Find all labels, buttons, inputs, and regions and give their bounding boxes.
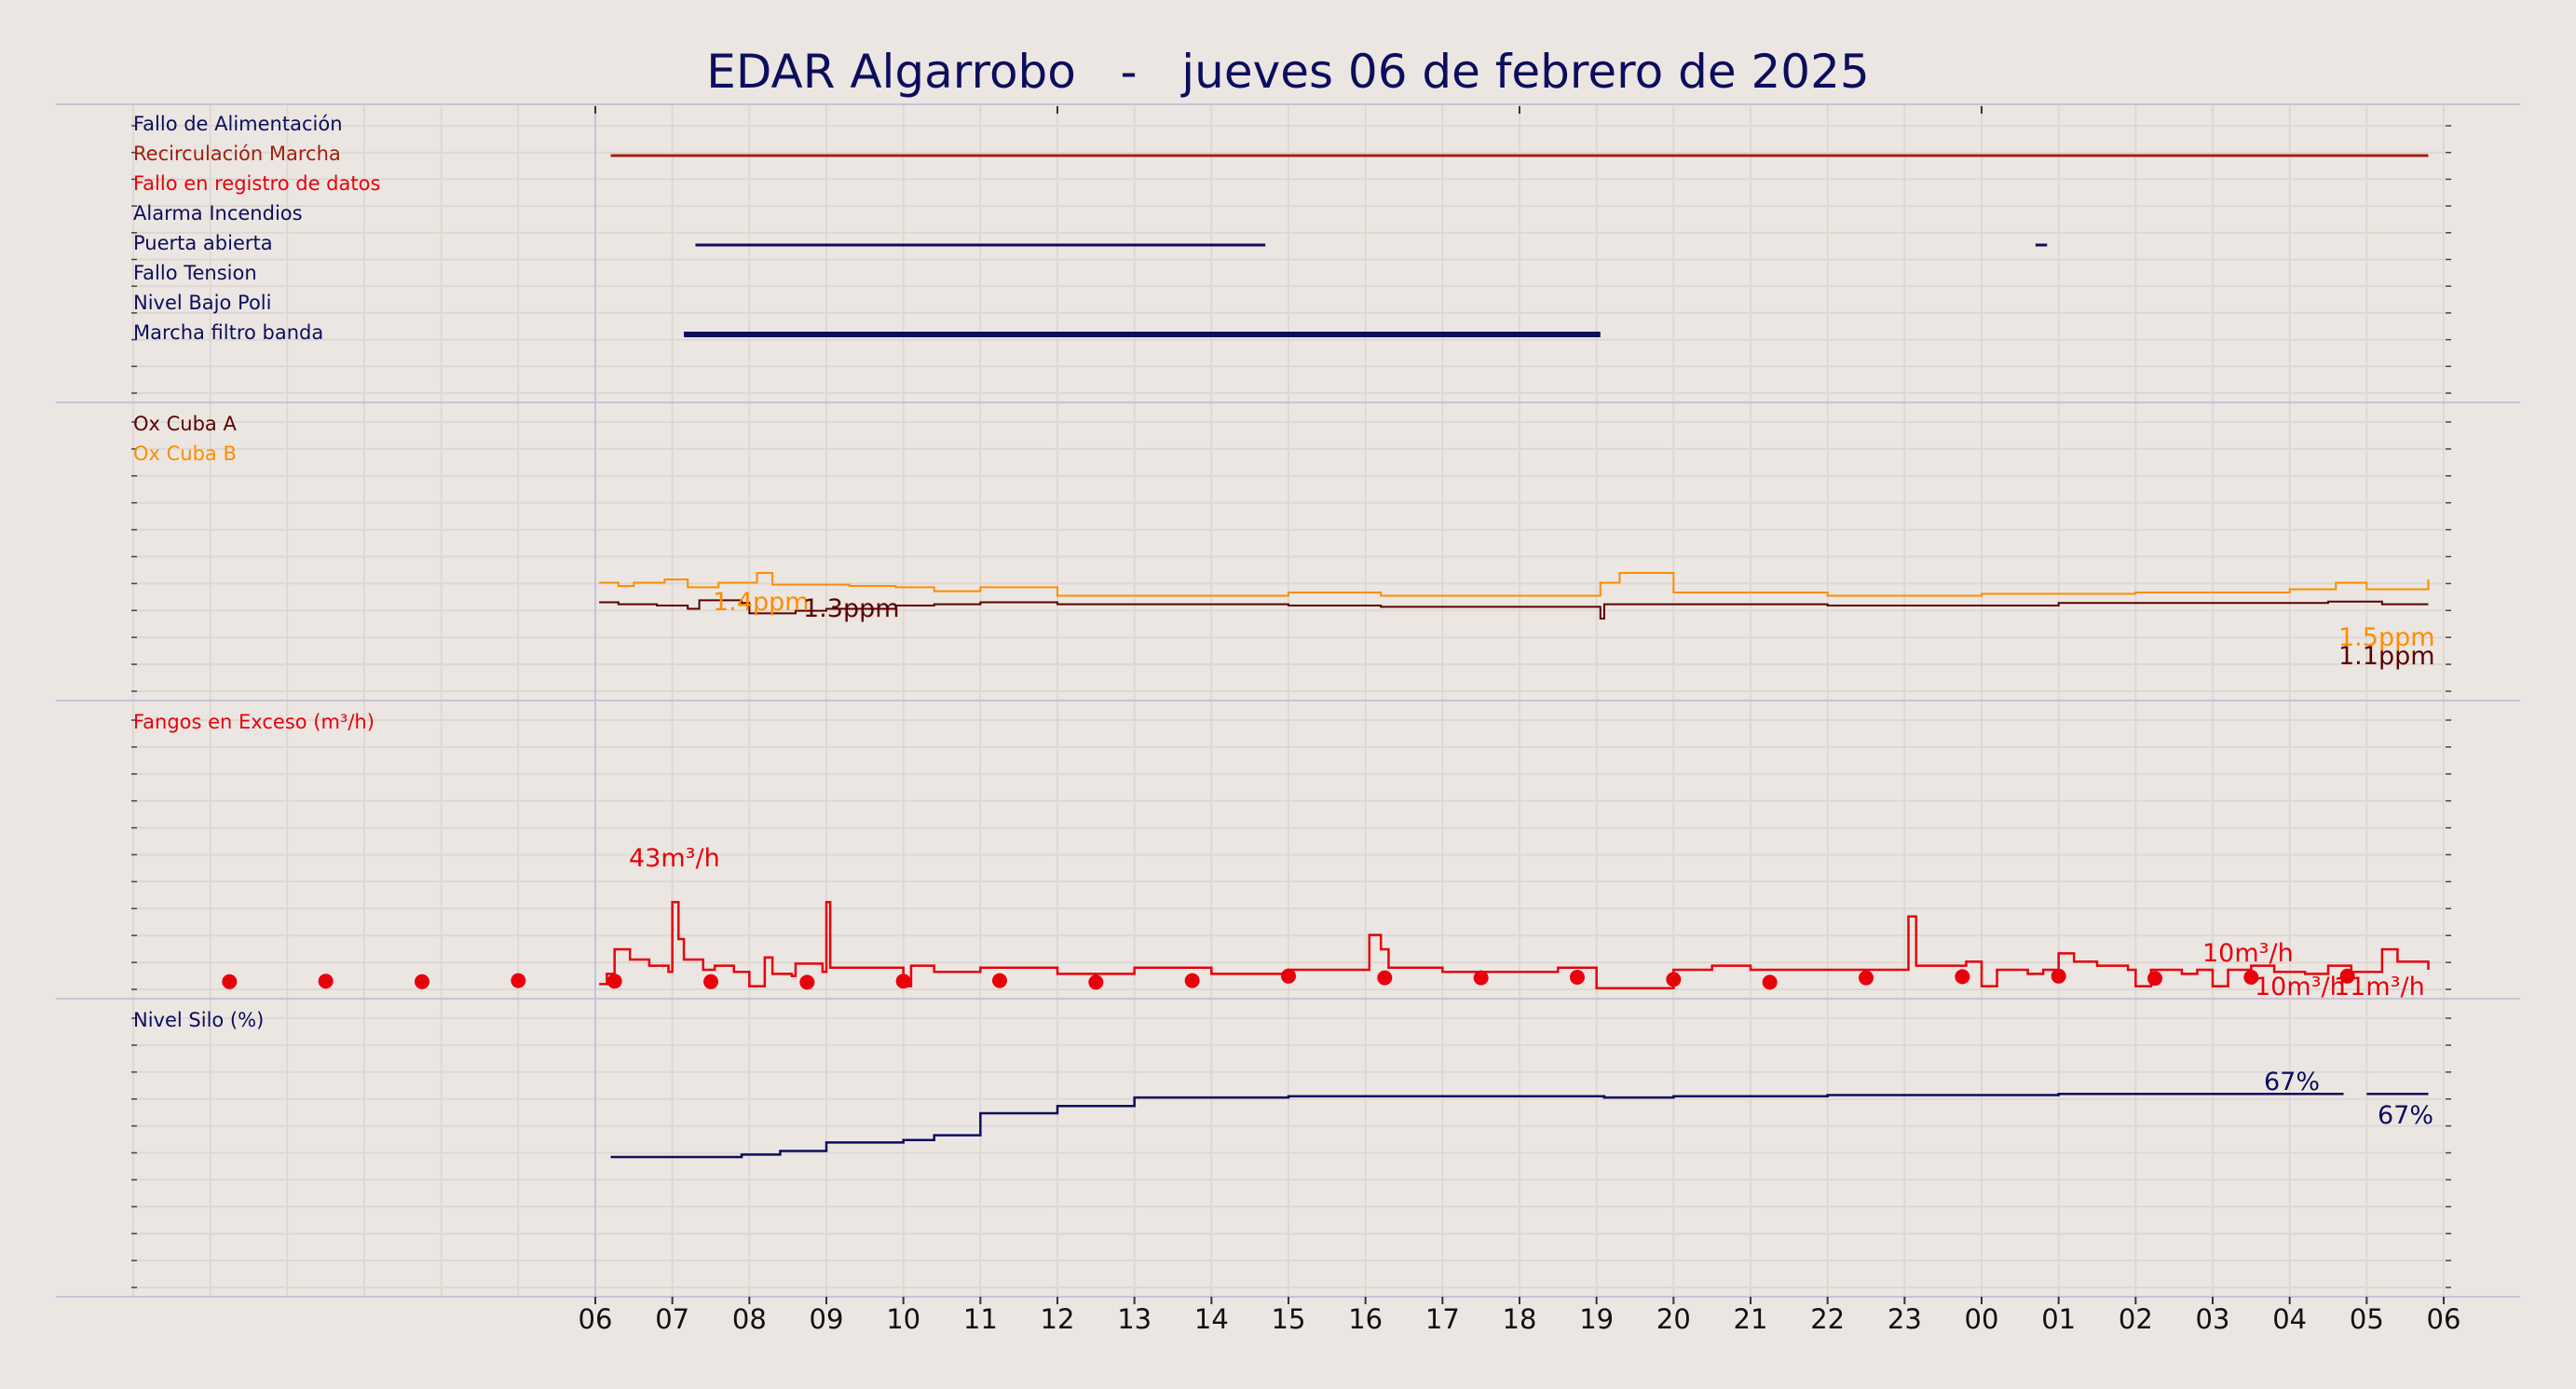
x-tick-label: 16	[1348, 1303, 1383, 1335]
data-label: 1.4ppm	[713, 588, 810, 617]
data-point	[1377, 970, 1393, 986]
data-point	[799, 974, 815, 990]
x-tick-label: 10	[886, 1303, 920, 1335]
data-point	[2051, 968, 2066, 984]
data-label: 1.5ppm	[2338, 623, 2435, 652]
data-point	[511, 973, 526, 988]
data-point	[607, 974, 622, 989]
data-point	[415, 974, 429, 989]
x-tick-label: 00	[1965, 1303, 1999, 1335]
series-line	[610, 1092, 2429, 1159]
x-tick-label: 08	[732, 1303, 767, 1335]
legend-label: Puerta abierta	[133, 232, 273, 254]
data-point	[1762, 974, 1778, 990]
x-tick-label: 06	[2427, 1303, 2461, 1335]
series-line	[599, 599, 2429, 620]
x-tick-label: 20	[1656, 1303, 1691, 1335]
legend-label: Nivel Silo (%)	[133, 1009, 264, 1031]
x-axis: 06 07 08 09 10 11 12 13 14 15 16 17 18 19 20 21 22 23 00 01…	[579, 1297, 2461, 1335]
x-tick-label: 18	[1503, 1303, 1537, 1335]
series-line	[599, 572, 2430, 597]
data-label: 10m³/h	[2255, 973, 2346, 1001]
data-point	[1859, 970, 1874, 986]
legend-label: Fallo de Alimentación	[133, 113, 343, 135]
data-label: 43m³/h	[629, 844, 720, 873]
x-tick-label: 05	[2350, 1303, 2384, 1335]
legend-label: Fallo Tension	[133, 262, 257, 284]
data-label: 10m³/h	[2202, 939, 2294, 968]
legend-label: Nivel Bajo Poli	[133, 292, 271, 314]
grid	[56, 103, 2520, 1298]
x-tick-label: 13	[1117, 1303, 1152, 1335]
data-label: 1.3ppm	[803, 594, 900, 623]
data-label: 1.1ppm	[2338, 642, 2435, 671]
x-tick-label: 22	[1810, 1303, 1845, 1335]
data-point	[2339, 968, 2355, 984]
x-tick-label: 07	[655, 1303, 689, 1335]
data-point	[703, 974, 718, 989]
x-tick-label: 09	[810, 1303, 844, 1335]
data-point	[895, 974, 911, 989]
data-point	[992, 973, 1007, 988]
data-point	[318, 974, 334, 989]
legend-label: Fangos en Exceso (m³/h)	[133, 711, 375, 733]
legend-label: Ox Cuba B	[133, 443, 237, 465]
legend-label: Marcha filtro banda	[133, 321, 323, 344]
data-label: 67%	[2378, 1101, 2433, 1130]
x-tick-label: 14	[1194, 1303, 1229, 1335]
data-point	[1473, 970, 1489, 986]
data-point	[1088, 974, 1104, 990]
data-point	[222, 974, 238, 989]
x-tick-label: 19	[1579, 1303, 1614, 1335]
x-tick-label: 12	[1041, 1303, 1075, 1335]
x-tick-label: 11	[963, 1303, 998, 1335]
data-label: 67%	[2264, 1068, 2320, 1096]
legend-label: Ox Cuba A	[133, 413, 237, 435]
data-point	[1666, 972, 1682, 987]
data-label: 11m³/h	[2334, 973, 2425, 1001]
x-tick-label: 21	[1734, 1303, 1768, 1335]
x-tick-label: 23	[1888, 1303, 1922, 1335]
data-point	[1570, 970, 1585, 985]
x-tick-label: 01	[2041, 1303, 2076, 1335]
series-line	[599, 901, 2430, 990]
x-tick-label: 06	[579, 1303, 613, 1335]
x-tick-label: 03	[2196, 1303, 2230, 1335]
data-point	[2147, 971, 2162, 987]
legend-label: Alarma Incendios	[133, 202, 303, 225]
x-tick-label: 17	[1425, 1303, 1460, 1335]
legend-label: Fallo en registro de datos	[133, 172, 380, 195]
data-point	[1281, 968, 1296, 984]
data-point	[1184, 973, 1200, 988]
chart-title: EDAR Algarrobo - jueves 06 de febrero de…	[706, 45, 1870, 99]
data-point	[1955, 969, 1970, 985]
x-tick-label: 15	[1272, 1303, 1306, 1335]
x-tick-label: 04	[2272, 1303, 2307, 1335]
legend-label: Recirculación Marcha	[133, 143, 341, 165]
data-point	[2243, 970, 2259, 985]
x-tick-label: 02	[2119, 1303, 2153, 1335]
